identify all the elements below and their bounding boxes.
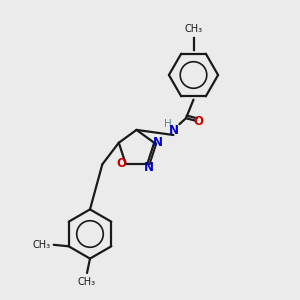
Text: N: N bbox=[144, 161, 154, 174]
Text: CH₃: CH₃ bbox=[78, 277, 96, 287]
Text: CH₃: CH₃ bbox=[184, 24, 202, 34]
Text: N: N bbox=[153, 136, 163, 149]
Text: O: O bbox=[194, 115, 204, 128]
Text: H: H bbox=[164, 119, 171, 129]
Text: O: O bbox=[116, 157, 126, 170]
Text: N: N bbox=[168, 124, 178, 137]
Text: CH₃: CH₃ bbox=[33, 240, 51, 250]
